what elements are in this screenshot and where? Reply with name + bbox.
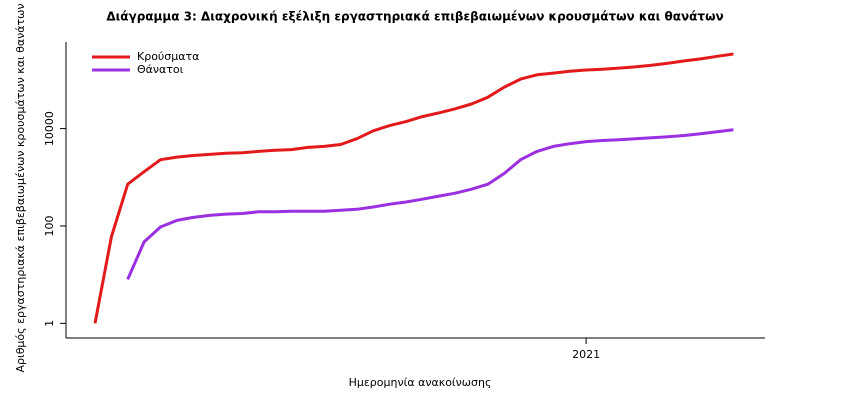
- y-tick-label: 100: [43, 215, 56, 236]
- legend-label: Κρούσματα: [137, 50, 199, 63]
- y-tick-label: 1: [43, 320, 56, 327]
- series-line: [126, 128, 734, 281]
- x-axis-label: Ημερομηνία ανακοίνωσης: [349, 376, 492, 389]
- y-tick-label: 10000: [43, 111, 56, 146]
- legend-label: Θάνατοι: [137, 63, 184, 76]
- x-tick-label: 2021: [572, 348, 600, 361]
- chart-title: Διάγραμμα 3: Διαχρονική εξέλιξη εργαστηρ…: [106, 10, 723, 24]
- y-axis-label: Αριθμός εργαστηριακά επιβεβαιωμένων κρου…: [14, 3, 27, 372]
- series-line: [93, 52, 734, 324]
